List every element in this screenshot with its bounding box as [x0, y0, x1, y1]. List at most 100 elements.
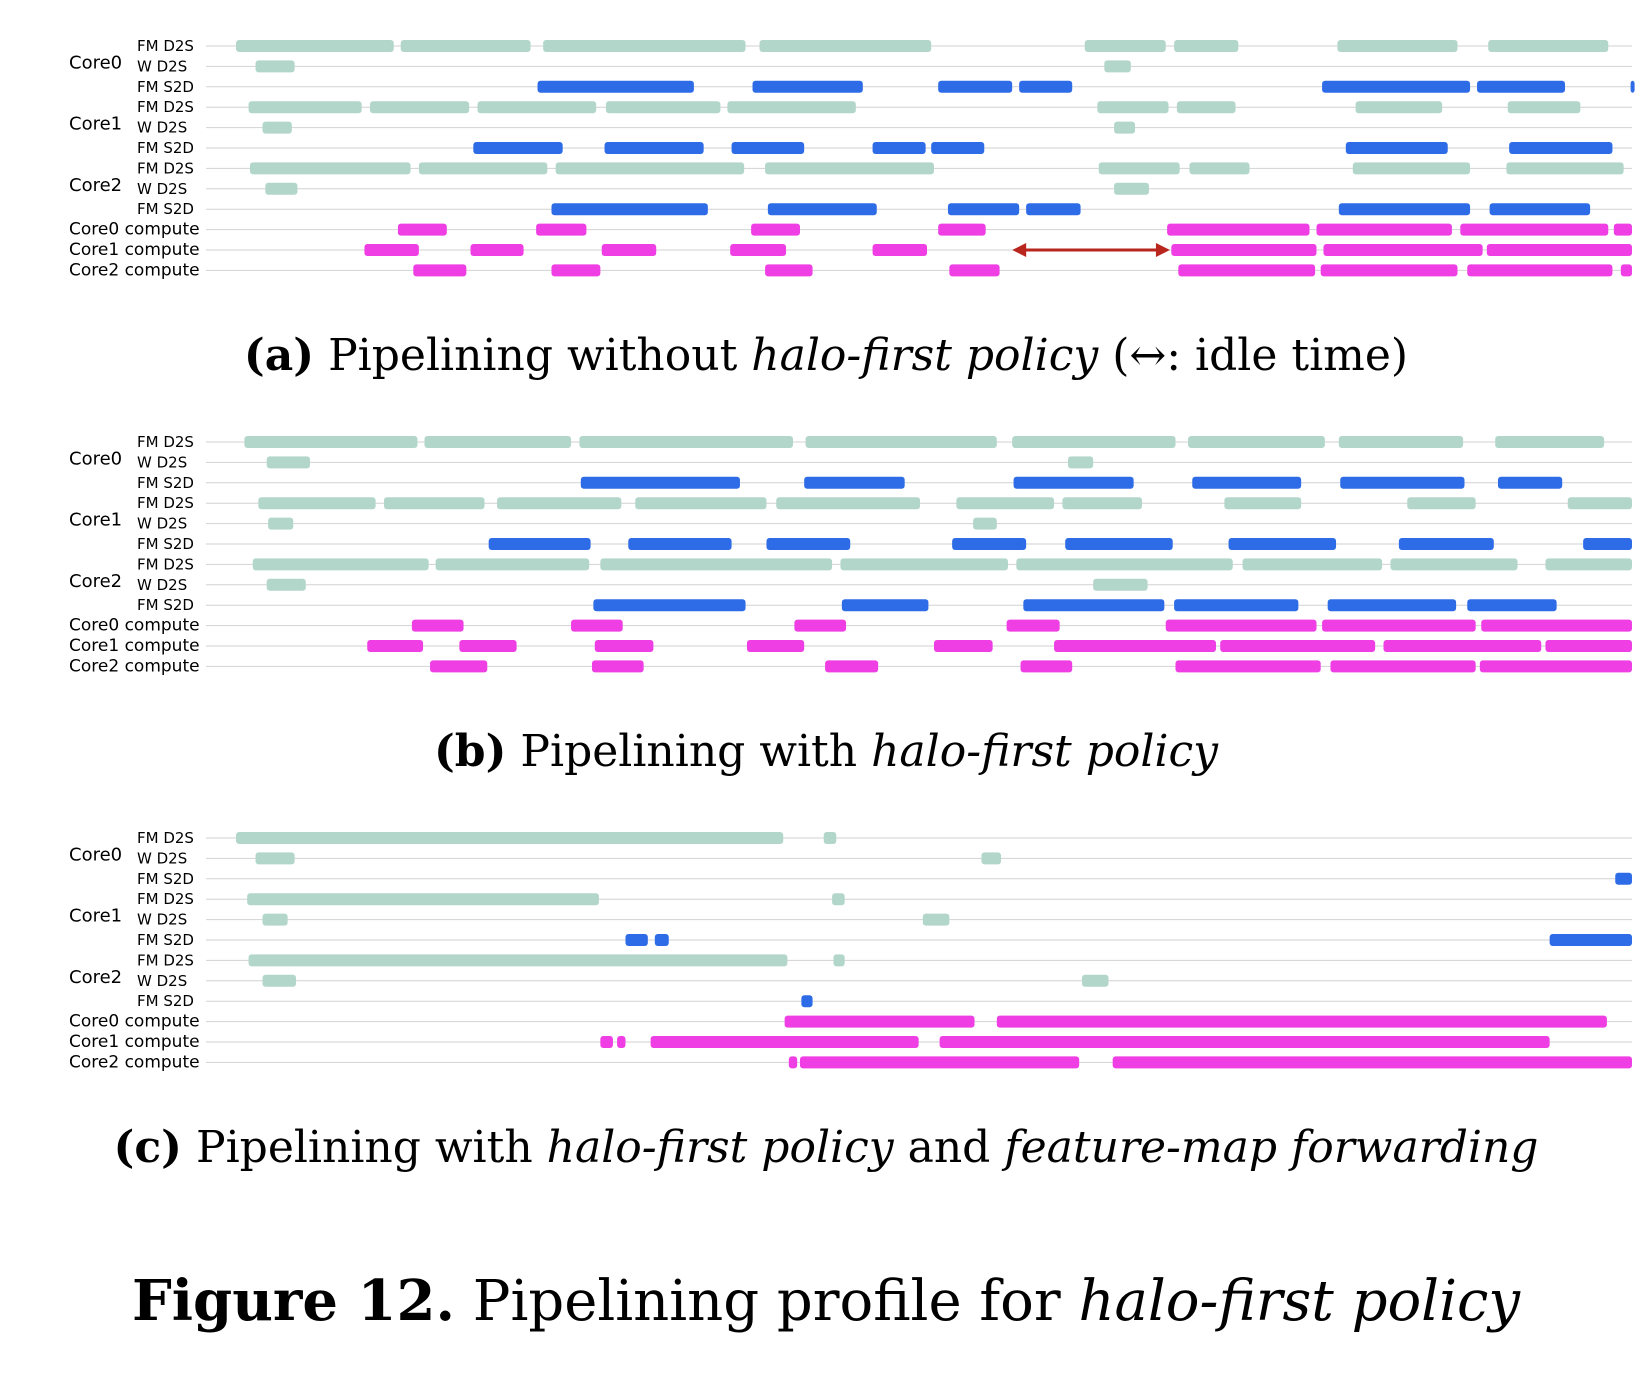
segment-fm-s2d — [1229, 538, 1336, 550]
segment-fm-d2s — [1339, 436, 1463, 448]
segment-fm-s2d — [1322, 81, 1470, 93]
segment-w-d2s — [1082, 975, 1109, 987]
idle-time-arrow — [1012, 243, 1170, 257]
segment-fm-d2s — [543, 40, 745, 52]
segment-fm-d2s — [1224, 497, 1301, 509]
row-label: Core1 compute — [69, 636, 200, 656]
caption-a-text1: Pipelining without — [328, 330, 737, 381]
segment-fm-d2s — [1390, 558, 1517, 570]
segment-fm-s2d — [931, 142, 984, 154]
segment-fm-s2d — [768, 203, 877, 215]
segment-compute — [1220, 640, 1375, 652]
segment-compute — [934, 640, 993, 652]
segment-fm-d2s — [1545, 558, 1632, 570]
segment-fm-s2d — [1399, 538, 1494, 550]
segment-fm-s2d — [801, 995, 812, 1007]
segment-fm-d2s — [419, 162, 547, 174]
segment-fm-d2s — [1012, 436, 1175, 448]
segment-fm-d2s — [1243, 558, 1383, 570]
segment-compute — [765, 264, 812, 276]
row-label: FM S2D — [137, 200, 194, 218]
segment-compute — [825, 660, 878, 672]
segment-compute — [1480, 660, 1632, 672]
segment-w-d2s — [1068, 456, 1093, 468]
segment-fm-s2d — [1014, 477, 1134, 489]
panel-b: Core0 Core1 Core2 FM D2S W D2S FM S2D FM D2S W … — [0, 426, 1652, 706]
panel-a: Core0 Core1 Core2 FM D2S W D2S FM S2D FM D2S W … — [0, 30, 1652, 310]
row-label: W D2S — [137, 180, 187, 198]
segment-compute — [1460, 224, 1608, 236]
segment-compute — [940, 1036, 1550, 1048]
core-label-core0: Core0 — [69, 52, 122, 73]
segment-compute — [1007, 620, 1060, 632]
segment-fm-s2d — [1174, 599, 1298, 611]
gantt-chart-a: Core0 Core1 Core2 FM D2S W D2S FM S2D FM D2S W … — [0, 30, 1652, 310]
segment-fm-d2s — [247, 893, 599, 905]
segment-fm-d2s — [1097, 101, 1168, 113]
segment-fm-s2d — [804, 477, 905, 489]
row-label: FM D2S — [137, 829, 194, 847]
segment-fm-d2s — [1062, 497, 1142, 509]
segment-fm-d2s — [436, 558, 590, 570]
segment-compute — [1614, 224, 1632, 236]
segment-fm-d2s — [806, 436, 997, 448]
segment-fm-s2d — [1065, 538, 1172, 550]
core-label-core1: Core1 — [69, 114, 122, 135]
row-label: W D2S — [137, 453, 187, 471]
row-label: W D2S — [137, 119, 187, 137]
segment-fm-s2d — [938, 81, 1012, 93]
caption-a-text2: (↔: idle time) — [1112, 330, 1408, 381]
caption-c-text1: Pipelining with — [196, 1122, 533, 1173]
segment-fm-s2d — [732, 142, 805, 154]
caption-b: (b) Pipelining with halo-first policy — [0, 726, 1652, 777]
row-label: FM S2D — [137, 870, 194, 888]
caption-b-label: (b) — [434, 726, 506, 777]
segment-fm-s2d — [628, 538, 731, 550]
row-label: FM D2S — [137, 951, 194, 969]
row-label: W D2S — [137, 57, 187, 75]
segment-fm-d2s — [1337, 40, 1457, 52]
segment-fm-d2s — [635, 497, 766, 509]
row-label: FM S2D — [137, 535, 194, 553]
segment-fm-d2s — [1177, 101, 1236, 113]
segment-compute — [398, 224, 447, 236]
segment-compute — [1322, 620, 1476, 632]
panel-c: Core0 Core1 Core2 FM D2S W D2S FM S2D FM D2S W … — [0, 822, 1652, 1102]
segment-fm-s2d — [1583, 538, 1632, 550]
caption-c: (c) Pipelining with halo-first policy an… — [0, 1122, 1652, 1173]
row-label: FM S2D — [137, 596, 194, 614]
segment-w-d2s — [923, 914, 950, 926]
segment-fm-s2d — [1340, 477, 1464, 489]
caption-c-text2: and — [908, 1122, 991, 1173]
segment-fm-d2s — [1016, 558, 1232, 570]
row-label: Core2 compute — [69, 260, 200, 280]
segment-compute — [412, 620, 464, 632]
row-label: Core1 compute — [69, 240, 200, 260]
segment-w-d2s — [1114, 183, 1149, 195]
segment-compute — [794, 620, 846, 632]
figure-label: Figure 12. — [132, 1268, 455, 1334]
segment-fm-s2d — [538, 81, 694, 93]
row-label: Core2 compute — [69, 1052, 200, 1072]
core-label-core1: Core1 — [69, 510, 122, 531]
segment-fm-d2s — [1568, 497, 1632, 509]
segment-fm-s2d — [842, 599, 929, 611]
core-label-core1: Core1 — [69, 906, 122, 927]
segment-compute — [1330, 660, 1475, 672]
row-label: FM D2S — [137, 555, 194, 573]
segment-fm-d2s — [1356, 101, 1443, 113]
segment-fm-s2d — [593, 599, 745, 611]
row-label: Core0 compute — [69, 616, 200, 636]
segment-w-d2s — [256, 852, 295, 864]
row-label: W D2S — [137, 972, 187, 990]
segment-fm-d2s — [1188, 436, 1325, 448]
caption-a: (a) Pipelining without halo-first policy… — [0, 330, 1652, 381]
row-label: FM S2D — [137, 139, 194, 157]
segment-fm-d2s — [1353, 162, 1470, 174]
segment-fm-d2s — [824, 832, 837, 844]
segment-fm-d2s — [727, 101, 855, 113]
caption-a-label: (a) — [244, 330, 314, 381]
segment-w-d2s — [981, 852, 1001, 864]
core-label-core2: Core2 — [69, 175, 122, 196]
row-label: FM D2S — [137, 37, 194, 55]
